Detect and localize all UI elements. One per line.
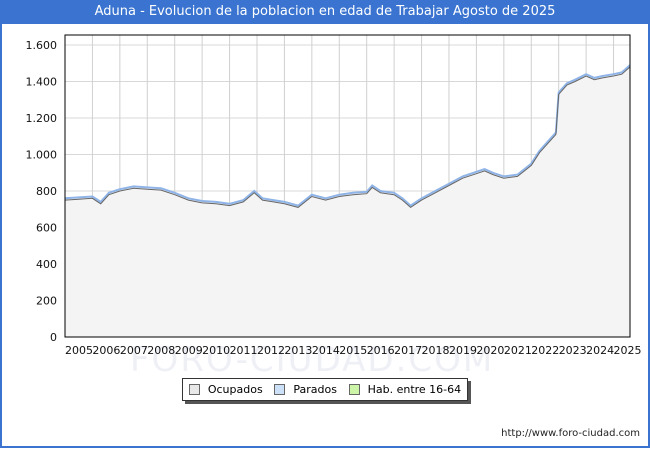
- source-link[interactable]: http://www.foro-ciudad.com: [501, 428, 640, 439]
- legend-swatch-ocupados: [188, 384, 200, 395]
- legend-label-ocupados: Ocupados: [207, 383, 263, 396]
- svg-text:1.200: 1.200: [26, 112, 58, 125]
- svg-text:1.000: 1.000: [26, 149, 58, 162]
- svg-text:2021: 2021: [504, 344, 532, 357]
- legend-label-parados: Parados: [293, 383, 337, 396]
- svg-text:2013: 2013: [284, 344, 312, 357]
- chart-title: Aduna - Evolucion de la poblacion en eda…: [0, 0, 650, 24]
- svg-text:2005: 2005: [65, 344, 93, 357]
- svg-text:1.600: 1.600: [26, 39, 58, 52]
- svg-text:2015: 2015: [339, 344, 367, 357]
- legend-label-hab: Hab. entre 16-64: [367, 383, 462, 396]
- svg-text:2024: 2024: [586, 344, 614, 357]
- svg-text:2006: 2006: [92, 344, 120, 357]
- svg-text:2016: 2016: [367, 344, 395, 357]
- svg-text:2011: 2011: [230, 344, 258, 357]
- legend-item-ocupados: Ocupados: [188, 383, 263, 396]
- svg-text:2019: 2019: [449, 344, 477, 357]
- svg-text:2012: 2012: [257, 344, 285, 357]
- svg-text:2025: 2025: [614, 344, 642, 357]
- svg-text:2007: 2007: [120, 344, 148, 357]
- svg-text:2009: 2009: [175, 344, 203, 357]
- legend-swatch-hab: [348, 384, 360, 395]
- legend: Ocupados Parados Hab. entre 16-64: [182, 378, 468, 401]
- svg-text:2023: 2023: [559, 344, 587, 357]
- watermark: FORO-CIUDAD.COM: [130, 340, 495, 380]
- legend-item-parados: Parados: [274, 383, 337, 396]
- svg-text:2017: 2017: [394, 344, 422, 357]
- svg-text:800: 800: [36, 185, 57, 198]
- svg-text:2008: 2008: [147, 344, 175, 357]
- svg-text:400: 400: [36, 258, 57, 271]
- legend-item-hab: Hab. entre 16-64: [348, 383, 462, 396]
- svg-text:2020: 2020: [476, 344, 504, 357]
- svg-text:2010: 2010: [202, 344, 230, 357]
- svg-text:600: 600: [36, 222, 57, 235]
- svg-text:2014: 2014: [312, 344, 340, 357]
- svg-text:2018: 2018: [422, 344, 450, 357]
- legend-swatch-parados: [274, 384, 286, 395]
- svg-text:1.400: 1.400: [26, 76, 58, 89]
- svg-text:0: 0: [50, 331, 57, 344]
- svg-text:200: 200: [36, 295, 57, 308]
- svg-text:2022: 2022: [531, 344, 559, 357]
